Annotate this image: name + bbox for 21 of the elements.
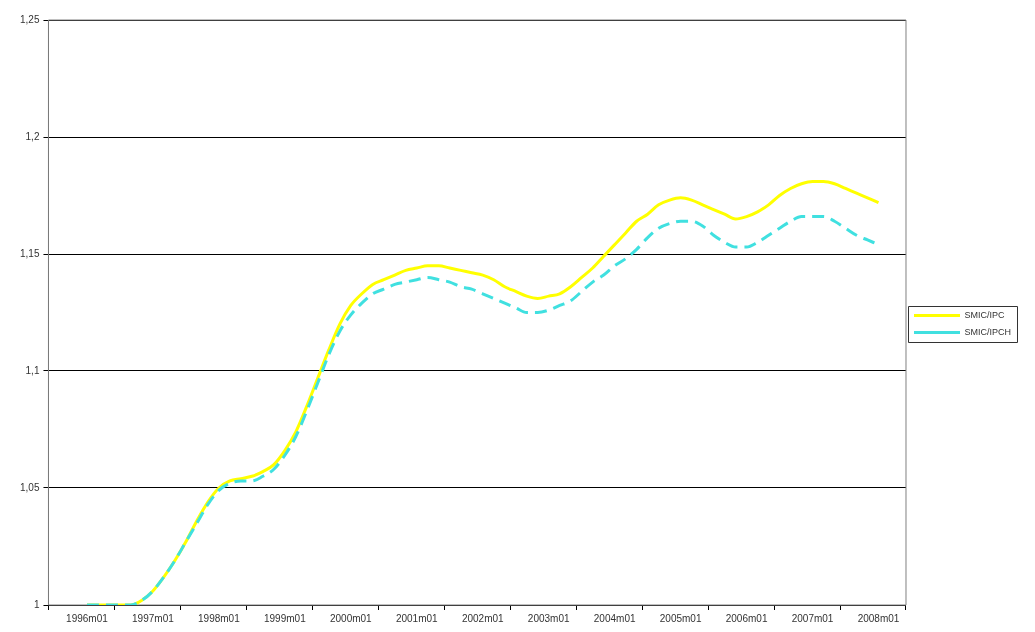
y-tick-label: 1 (33, 598, 40, 610)
x-tick-label: 1999m01 (263, 612, 307, 624)
text: SMIC/IPC (964, 309, 1005, 320)
x-tick-label: 2006m01 (725, 612, 768, 624)
y-tick-label: 1,25 (19, 13, 40, 25)
x-tick-label: 1998m01 (198, 612, 241, 624)
x-tick-label: 2000m01 (329, 612, 373, 624)
x-tick-label: 2003m01 (527, 612, 570, 624)
x-tick-label: 1997m01 (132, 612, 175, 624)
x-tick-label: 1996m01 (66, 612, 109, 624)
x-tick-label: 2007m01 (791, 612, 834, 624)
y-tick-label: 1,05 (19, 481, 40, 493)
x-tick-label: 2001m01 (395, 612, 439, 624)
y-tick-label: 1,2 (25, 130, 40, 142)
x-tick-label: 2005m01 (659, 612, 702, 624)
text: SMIC/IPCH (964, 326, 1012, 337)
x-tick-label: 2002m01 (461, 612, 505, 624)
y-tick-label: 1,1 (25, 364, 40, 376)
y-tick-label: 1,15 (19, 247, 40, 259)
x-tick-label: 2008m01 (857, 612, 900, 624)
x-tick-label: 2004m01 (593, 612, 636, 624)
